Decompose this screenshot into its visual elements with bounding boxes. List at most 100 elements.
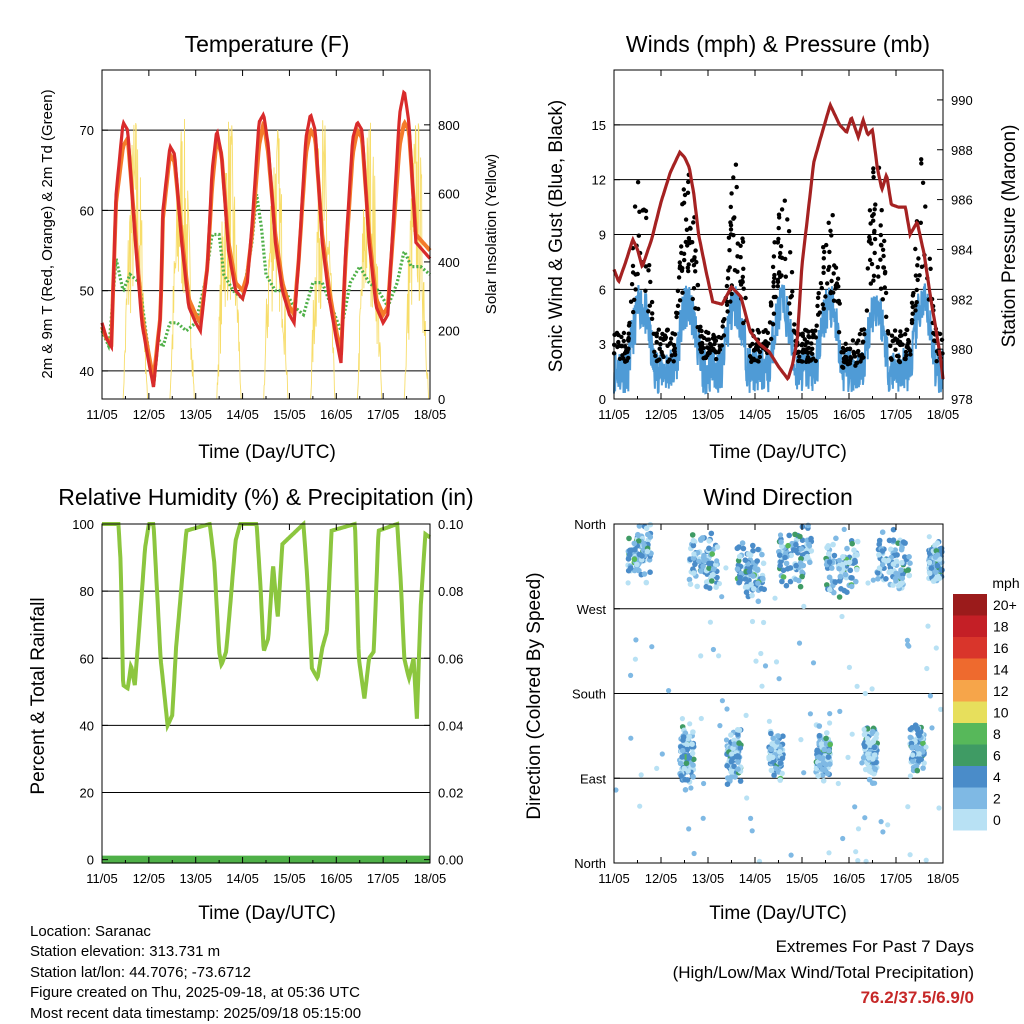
colorbar-swatch bbox=[953, 723, 987, 745]
temperature-title: Temperature (F) bbox=[185, 31, 350, 57]
direction-point bbox=[879, 529, 886, 535]
colorbar-label: 2 bbox=[993, 791, 1001, 807]
gust-point bbox=[750, 341, 755, 347]
temperature-xlabel: Time (Day/UTC) bbox=[198, 442, 336, 463]
gust-point bbox=[690, 296, 695, 302]
gust-point bbox=[682, 257, 687, 263]
y-tick-label: 12 bbox=[592, 173, 606, 188]
direction-point bbox=[827, 586, 833, 593]
direction-point bbox=[772, 595, 778, 601]
direction-point bbox=[724, 763, 730, 769]
direction-point bbox=[666, 688, 672, 694]
y2-tick-label: 988 bbox=[951, 143, 973, 158]
direction-point bbox=[739, 540, 746, 546]
gust-point bbox=[876, 274, 881, 279]
x-tick-label: 18/05 bbox=[414, 407, 447, 422]
direction-point bbox=[808, 535, 814, 542]
gust-point bbox=[714, 356, 719, 362]
gust-point bbox=[878, 286, 884, 291]
direction-point bbox=[920, 740, 926, 746]
direction-point bbox=[899, 559, 905, 566]
gust-point bbox=[829, 278, 834, 284]
direction-point bbox=[754, 566, 761, 573]
gust-point bbox=[735, 254, 740, 259]
direction-point bbox=[833, 535, 839, 542]
gust-point bbox=[881, 265, 886, 270]
x-tick-label: 16/05 bbox=[320, 871, 353, 886]
gust-point bbox=[725, 309, 730, 314]
y2-tick-label: 984 bbox=[951, 242, 973, 257]
direction-point bbox=[893, 578, 899, 584]
direction-point bbox=[923, 744, 929, 750]
gust-point bbox=[665, 343, 670, 348]
direction-point bbox=[782, 554, 788, 561]
gust-point bbox=[823, 294, 828, 299]
direction-point bbox=[758, 585, 765, 592]
direction-point bbox=[769, 754, 776, 761]
direction-point bbox=[691, 756, 697, 763]
pressure-line bbox=[612, 100, 945, 382]
gust-point bbox=[882, 285, 887, 290]
y-tick-label: 3 bbox=[599, 337, 606, 352]
direction-point bbox=[679, 747, 686, 754]
gust-point bbox=[786, 229, 792, 234]
gust-point bbox=[763, 328, 768, 333]
direction-point bbox=[744, 795, 750, 801]
direction-point bbox=[806, 541, 812, 548]
y-tick-label: 100 bbox=[72, 517, 94, 532]
direction-point bbox=[807, 711, 814, 717]
direction-point bbox=[714, 574, 720, 581]
direction-point bbox=[690, 762, 696, 768]
gust-point bbox=[749, 359, 754, 364]
sonic-wind-line bbox=[613, 283, 944, 395]
gust-point bbox=[878, 223, 883, 228]
direction-point bbox=[862, 690, 868, 697]
gust-point bbox=[813, 358, 818, 364]
direction-point bbox=[886, 537, 893, 544]
direction-point bbox=[872, 780, 878, 786]
gust-point bbox=[804, 340, 809, 345]
direction-point bbox=[690, 729, 696, 735]
y-tick-label: West bbox=[577, 602, 607, 617]
direction-point bbox=[654, 765, 660, 772]
direction-point bbox=[907, 734, 914, 741]
gust-point bbox=[769, 301, 774, 307]
direction-point bbox=[774, 739, 781, 745]
direction-point bbox=[707, 619, 714, 625]
direction-point bbox=[906, 554, 912, 560]
direction-point bbox=[902, 540, 908, 546]
gust-point bbox=[686, 262, 691, 267]
gust-point bbox=[897, 359, 903, 365]
direction-point bbox=[787, 578, 794, 585]
y-tick-label: 50 bbox=[80, 284, 94, 299]
gust-point bbox=[789, 293, 794, 299]
gust-point bbox=[904, 327, 909, 332]
direction-point bbox=[805, 522, 811, 529]
gust-point bbox=[637, 209, 642, 214]
direction-point bbox=[625, 567, 632, 574]
gust-point bbox=[815, 303, 820, 309]
direction-point bbox=[814, 747, 821, 753]
direction-point bbox=[797, 583, 804, 590]
direction-point bbox=[734, 545, 741, 552]
gust-point bbox=[816, 312, 821, 317]
gust-point bbox=[819, 285, 824, 291]
colorbar-swatch bbox=[953, 637, 987, 659]
x-tick-label: 15/05 bbox=[786, 407, 819, 422]
direction-point bbox=[864, 736, 871, 742]
direction-point bbox=[827, 720, 833, 726]
gust-point bbox=[899, 333, 904, 338]
gust-point bbox=[726, 235, 732, 240]
gust-point bbox=[647, 263, 652, 268]
gust-point bbox=[785, 217, 790, 222]
direction-point bbox=[780, 567, 787, 574]
colorbar-swatch bbox=[953, 766, 987, 788]
direction-point bbox=[776, 676, 782, 682]
gust-point bbox=[778, 244, 784, 249]
direction-point bbox=[842, 571, 849, 578]
x-tick-label: 14/05 bbox=[739, 407, 772, 422]
direction-point bbox=[921, 760, 927, 766]
gust-point bbox=[809, 341, 814, 346]
x-tick-label: 17/05 bbox=[367, 871, 400, 886]
direction-point bbox=[701, 780, 707, 787]
